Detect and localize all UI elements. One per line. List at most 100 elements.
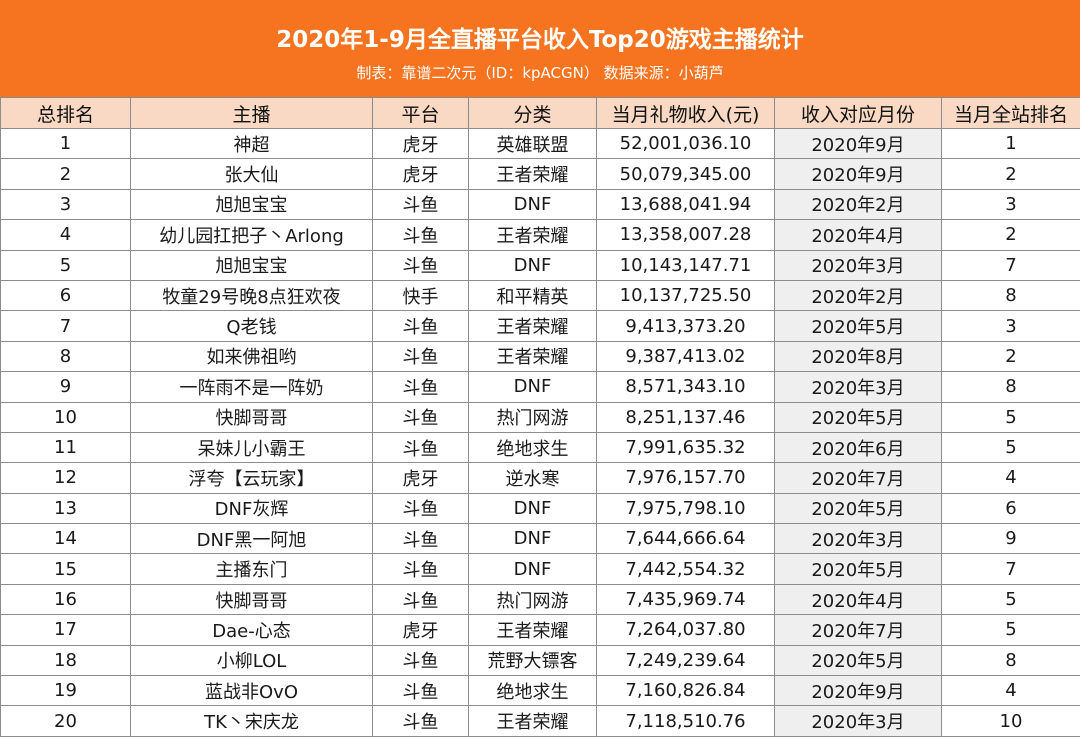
income-cell: 7,264,037.80	[596, 614, 775, 646]
category-cell: 逆水寒	[468, 462, 597, 494]
site-rank-cell: 4	[941, 462, 1080, 494]
category-cell: 王者荣耀	[468, 614, 597, 646]
month-cell: 2020年9月	[774, 675, 942, 707]
platform-cell: 虎牙	[372, 127, 469, 160]
rank-cell: 13	[0, 492, 131, 525]
platform-cell: 斗鱼	[372, 705, 469, 737]
month-cell: 2020年2月	[774, 279, 942, 312]
table-title: 2020年1-9月全直播平台收入Top20游戏主播统计	[276, 27, 804, 53]
platform-cell: 斗鱼	[372, 188, 469, 221]
table-subtitle: 制表：靠谱二次元（ID：kpACGN） 数据来源：小葫芦	[356, 64, 724, 82]
income-cell: 52,001,036.10	[596, 127, 775, 160]
rank-cell: 8	[0, 340, 131, 373]
streamer-cell: 快脚哥哥	[130, 583, 373, 616]
rank-cell: 18	[0, 644, 131, 677]
rank-cell: 12	[0, 462, 131, 494]
category-cell: 荒野大镖客	[468, 644, 597, 677]
rank-cell: 9	[0, 371, 131, 403]
streamer-cell: DNF灰辉	[130, 492, 373, 525]
platform-cell: 斗鱼	[372, 219, 469, 251]
site-rank-cell: 2	[941, 219, 1080, 251]
platform-cell: 快手	[372, 279, 469, 312]
income-cell: 7,118,510.76	[596, 705, 775, 737]
income-cell: 10,143,147.71	[596, 249, 775, 281]
income-cell: 7,160,826.84	[596, 675, 775, 707]
month-cell: 2020年6月	[774, 431, 942, 464]
income-cell: 7,442,554.32	[596, 553, 775, 585]
category-cell: 王者荣耀	[468, 219, 597, 251]
month-cell: 2020年8月	[774, 340, 942, 373]
table-row: 12 浮夸【云玩家】 虎牙 逆水寒 7,976,157.70 2020年7月 4	[0, 462, 1080, 494]
table-row: 1 神超 虎牙 英雄联盟 52,001,036.10 2020年9月 1	[0, 127, 1080, 160]
table-row: 13 DNF灰辉 斗鱼 DNF 7,975,798.10 2020年5月 6	[0, 492, 1080, 525]
streamer-cell: Q老钱	[130, 310, 373, 342]
income-cell: 7,249,239.64	[596, 644, 775, 677]
streamer-cell: 旭旭宝宝	[130, 249, 373, 281]
table-row: 11 呆妹儿小霸王 斗鱼 绝地求生 7,991,635.32 2020年6月 5	[0, 431, 1080, 464]
rank-cell: 1	[0, 127, 131, 160]
streamer-cell: 张大仙	[130, 158, 373, 190]
column-header-month: 收入对应月份	[774, 97, 942, 129]
site-rank-cell: 10	[941, 705, 1080, 737]
rank-cell: 19	[0, 675, 131, 707]
platform-cell: 斗鱼	[372, 553, 469, 585]
site-rank-cell: 3	[941, 188, 1080, 221]
category-cell: 英雄联盟	[468, 127, 597, 160]
table-row: 9 一阵雨不是一阵奶 斗鱼 DNF 8,571,343.10 2020年3月 8	[0, 371, 1080, 403]
streamer-cell: 蓝战非OvO	[130, 675, 373, 707]
streamer-cell: 快脚哥哥	[130, 401, 373, 433]
income-cell: 13,688,041.94	[596, 188, 775, 221]
streamer-cell: 幼儿园扛把子丶Arlong	[130, 219, 373, 251]
month-cell: 2020年5月	[774, 553, 942, 585]
column-header-rank: 总排名	[0, 97, 131, 129]
streamer-cell: 如来佛祖哟	[130, 340, 373, 373]
streamer-cell: 牧童29号晚8点狂欢夜	[130, 279, 373, 312]
category-cell: 热门网游	[468, 401, 597, 433]
income-cell: 9,387,413.02	[596, 340, 775, 373]
rank-cell: 10	[0, 401, 131, 433]
category-cell: 王者荣耀	[468, 310, 597, 342]
category-cell: 热门网游	[468, 583, 597, 616]
month-cell: 2020年3月	[774, 523, 942, 555]
table-row: 15 主播东门 斗鱼 DNF 7,442,554.32 2020年5月 7	[0, 553, 1080, 585]
category-cell: 王者荣耀	[468, 158, 597, 190]
month-cell: 2020年5月	[774, 644, 942, 677]
table-row: 18 小柳LOL 斗鱼 荒野大镖客 7,249,239.64 2020年5月 8	[0, 644, 1080, 677]
rank-cell: 6	[0, 279, 131, 312]
table-row: 20 TK丶宋庆龙 斗鱼 王者荣耀 7,118,510.76 2020年3月 10	[0, 705, 1080, 737]
streamer-cell: DNF黑一阿旭	[130, 523, 373, 555]
streamer-cell: 旭旭宝宝	[130, 188, 373, 221]
month-cell: 2020年5月	[774, 492, 942, 525]
income-cell: 50,079,345.00	[596, 158, 775, 190]
streamer-cell: 一阵雨不是一阵奶	[130, 371, 373, 403]
category-cell: DNF	[468, 523, 597, 555]
site-rank-cell: 4	[941, 675, 1080, 707]
month-cell: 2020年9月	[774, 127, 942, 160]
table-row: 10 快脚哥哥 斗鱼 热门网游 8,251,137.46 2020年5月 5	[0, 401, 1080, 433]
table-row: 8 如来佛祖哟 斗鱼 王者荣耀 9,387,413.02 2020年8月 2	[0, 340, 1080, 373]
month-cell: 2020年5月	[774, 310, 942, 342]
income-cell: 10,137,725.50	[596, 279, 775, 312]
rank-cell: 3	[0, 188, 131, 221]
site-rank-cell: 2	[941, 340, 1080, 373]
platform-cell: 斗鱼	[372, 583, 469, 616]
month-cell: 2020年7月	[774, 614, 942, 646]
income-cell: 8,571,343.10	[596, 371, 775, 403]
site-rank-cell: 2	[941, 158, 1080, 190]
rank-cell: 17	[0, 614, 131, 646]
streamer-cell: 主播东门	[130, 553, 373, 585]
streamer-cell: 小柳LOL	[130, 644, 373, 677]
table-row: 16 快脚哥哥 斗鱼 热门网游 7,435,969.74 2020年4月 5	[0, 583, 1080, 616]
site-rank-cell: 8	[941, 644, 1080, 677]
table-row: 6 牧童29号晚8点狂欢夜 快手 和平精英 10,137,725.50 2020年2月 8	[0, 279, 1080, 312]
rank-cell: 5	[0, 249, 131, 281]
rank-cell: 7	[0, 310, 131, 342]
streamer-cell: 呆妹儿小霸王	[130, 431, 373, 464]
site-rank-cell: 7	[941, 553, 1080, 585]
table-row: 19 蓝战非OvO 斗鱼 绝地求生 7,160,826.84 2020年9月 4	[0, 675, 1080, 707]
platform-cell: 斗鱼	[372, 249, 469, 281]
column-header-platform: 平台	[372, 97, 469, 129]
rank-cell: 16	[0, 583, 131, 616]
platform-cell: 斗鱼	[372, 401, 469, 433]
table-row: 17 Dae-心态 虎牙 王者荣耀 7,264,037.80 2020年7月 5	[0, 614, 1080, 646]
